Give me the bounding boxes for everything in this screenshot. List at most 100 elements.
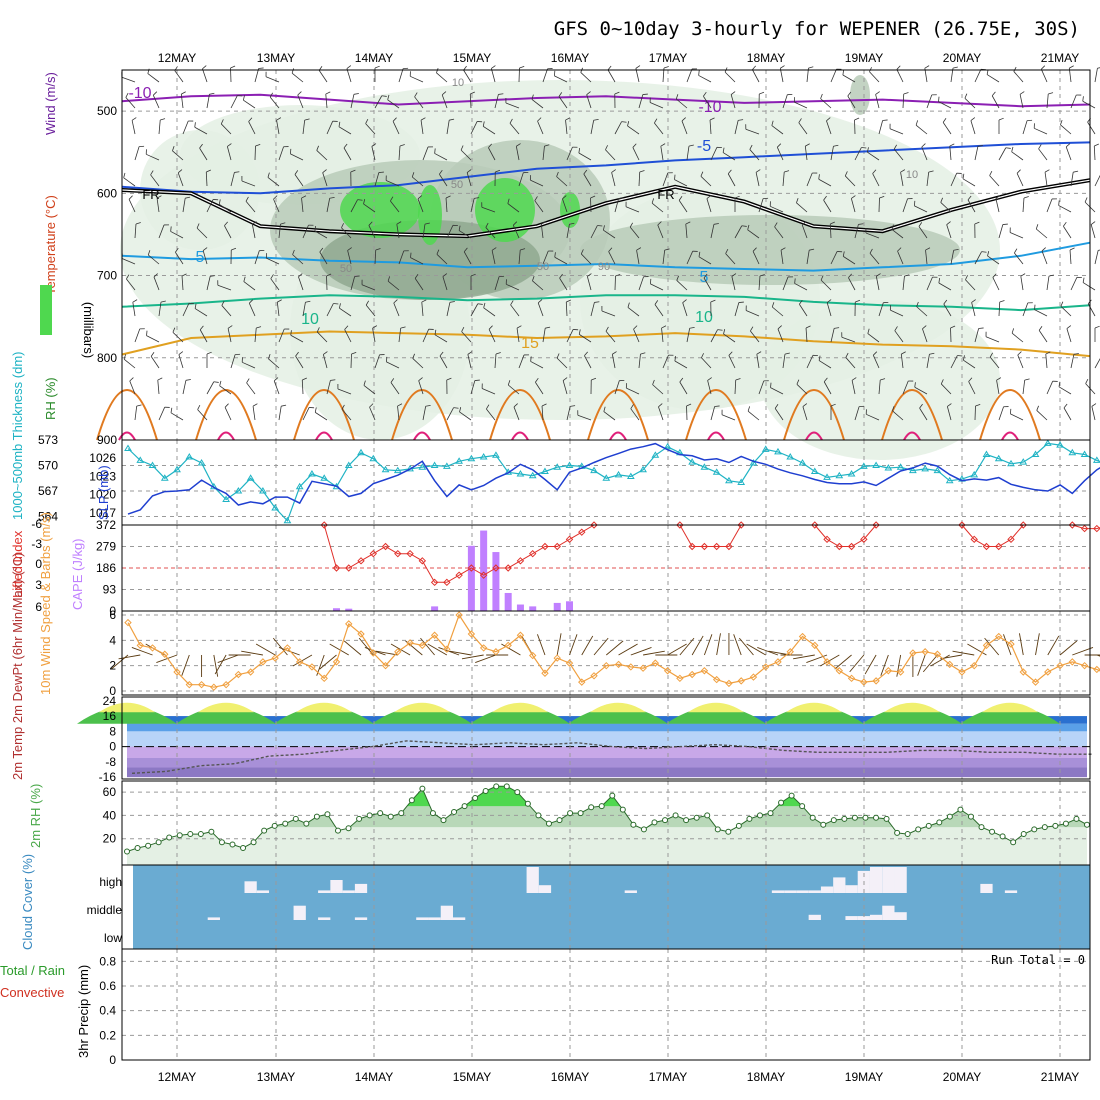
wind-barb bbox=[134, 146, 140, 161]
wind-barb bbox=[565, 120, 568, 135]
wind-speed-marker bbox=[381, 661, 390, 670]
wind-barb bbox=[938, 101, 952, 109]
wind-barb-flag bbox=[439, 351, 444, 357]
thickness-marker bbox=[455, 457, 464, 464]
wind-barb-flag bbox=[1020, 273, 1026, 277]
wind-barb-flag bbox=[292, 249, 295, 255]
wind-barb-flag bbox=[276, 117, 282, 121]
wind-barb bbox=[254, 250, 260, 265]
wind-barb bbox=[782, 172, 785, 187]
wind-barb bbox=[434, 153, 448, 161]
wind-barb-flag bbox=[554, 252, 556, 258]
lifted-index-marker bbox=[455, 571, 463, 579]
wind-barb-flag bbox=[231, 247, 237, 251]
wind-barb-flag bbox=[458, 225, 461, 231]
thickness-marker bbox=[124, 444, 132, 451]
surface-wind-barb bbox=[834, 654, 852, 670]
wind-barb-flag bbox=[674, 174, 676, 180]
wind-barb bbox=[243, 99, 256, 109]
cape-bar bbox=[332, 608, 340, 611]
rh-marker bbox=[345, 825, 352, 832]
wind-speed-marker bbox=[271, 654, 279, 662]
wind-barb bbox=[494, 354, 497, 369]
wind-barb bbox=[322, 172, 328, 187]
lifted-index-line bbox=[679, 524, 742, 547]
wind-barb bbox=[175, 252, 184, 265]
wind-barb bbox=[1060, 124, 1072, 135]
wind-barb-flag bbox=[651, 198, 655, 204]
rh-marker bbox=[693, 814, 700, 821]
surface-wind-barb bbox=[618, 643, 638, 656]
wind-barb bbox=[134, 328, 141, 343]
wind-barb-flag bbox=[703, 91, 707, 97]
rh-marker bbox=[820, 821, 827, 828]
wind-speed-marker bbox=[811, 641, 819, 650]
wind-barb bbox=[723, 333, 736, 343]
wind-barb bbox=[897, 250, 904, 265]
wind-barb bbox=[206, 276, 211, 291]
wind-barb-flag bbox=[872, 169, 877, 174]
wind-barb-flag bbox=[809, 248, 815, 251]
wind-barb bbox=[967, 199, 976, 213]
wind-barb-flag bbox=[541, 221, 546, 225]
thickness-marker bbox=[222, 495, 230, 502]
rh-marker bbox=[788, 792, 795, 799]
wind-barb-flag bbox=[417, 195, 422, 200]
wind-barb-flag bbox=[759, 91, 765, 95]
wind-barb-flag bbox=[741, 225, 747, 227]
thickness-ylabel-text: 1000~500mb Thickness (dm) bbox=[10, 352, 25, 521]
wind-barb bbox=[150, 356, 160, 369]
wind-barb bbox=[516, 328, 520, 343]
wind-barb bbox=[219, 385, 232, 395]
wind-speed-marker bbox=[320, 674, 328, 683]
wind-barb-flag bbox=[685, 221, 691, 225]
wind-barb bbox=[915, 124, 928, 135]
thickness-marker bbox=[737, 478, 746, 485]
wind-barb bbox=[1066, 328, 1072, 343]
wind-barb bbox=[494, 94, 499, 109]
wind-barb-flag bbox=[1035, 224, 1039, 230]
wind-barb-flag bbox=[730, 91, 736, 95]
wind-barb-flag bbox=[392, 117, 397, 122]
wind-barb bbox=[566, 406, 571, 421]
wind-barb bbox=[372, 328, 376, 343]
wind-barb-flag bbox=[281, 404, 287, 407]
wind-barb bbox=[614, 380, 620, 395]
wind-barb bbox=[278, 224, 281, 239]
rh-marker bbox=[377, 810, 384, 817]
wind-tick-label: 4 bbox=[109, 633, 116, 647]
wind-barb bbox=[226, 146, 232, 161]
cloud-middle-block bbox=[207, 917, 220, 920]
wind-barb bbox=[1044, 172, 1048, 187]
lifted-index-marker bbox=[847, 542, 856, 551]
wind-speed-marker bbox=[430, 631, 439, 639]
surface-wind-barb bbox=[952, 650, 975, 656]
wind-barb-flag bbox=[873, 351, 878, 356]
wind-barb bbox=[590, 225, 598, 239]
wind-barb-flag bbox=[397, 403, 403, 407]
rh-marker bbox=[809, 814, 816, 821]
wind-barb bbox=[227, 328, 232, 343]
slp-tick-label: 1017 bbox=[89, 506, 116, 520]
rh-marker bbox=[756, 812, 763, 819]
wind-barb bbox=[491, 250, 496, 265]
temp-tick-label: -8 bbox=[105, 755, 116, 769]
wind-barb-flag bbox=[1011, 328, 1015, 334]
rh-marker bbox=[999, 833, 1006, 840]
surface-wind-barb bbox=[278, 647, 300, 656]
wind-barb bbox=[506, 283, 520, 291]
wind-barb bbox=[679, 381, 688, 395]
rh-marker bbox=[1084, 821, 1090, 828]
cloud-high-block bbox=[526, 867, 539, 893]
wind-barb bbox=[278, 406, 282, 421]
wind-barb-flag bbox=[181, 91, 186, 95]
wind-ylabel-text: 10m Wind Speed & Barbs (m/s) bbox=[38, 512, 53, 695]
wind-barb bbox=[796, 383, 808, 395]
wind-barb-flag bbox=[731, 273, 737, 277]
thickness-marker bbox=[479, 453, 488, 460]
wind-barb bbox=[273, 380, 280, 395]
wind-barb-flag bbox=[1013, 66, 1017, 72]
rh-tick-label: 60 bbox=[103, 785, 117, 799]
wind-speed-marker bbox=[1068, 658, 1077, 666]
wind-barb bbox=[485, 227, 496, 239]
